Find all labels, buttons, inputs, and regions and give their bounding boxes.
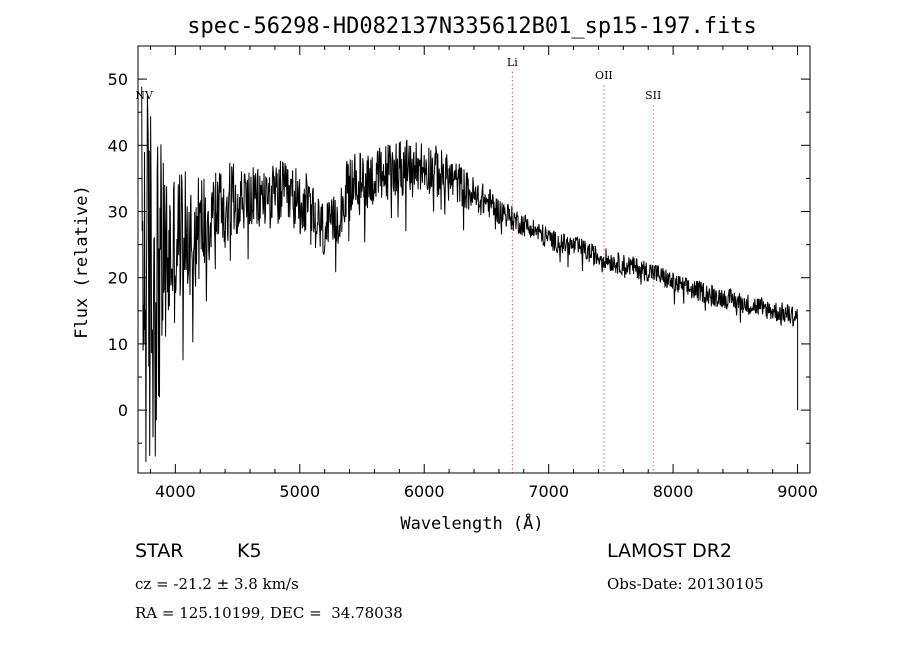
spectral-line-label: NV: [135, 89, 154, 102]
velocity-readout: cz = -21.2 ± 3.8 km/s: [135, 575, 299, 593]
x-tick-label: 4000: [155, 482, 196, 501]
y-tick-label: 40: [108, 136, 128, 155]
x-axis-label: Wavelength (Å): [400, 512, 543, 534]
chart-title: spec-56298-HD082137N335612B01_sp15-197.f…: [187, 14, 757, 39]
subclass: K5: [237, 540, 262, 562]
obs-date: Obs-Date: 20130105: [607, 575, 764, 593]
x-tick-label: 8000: [653, 482, 694, 501]
survey-name: LAMOST DR2: [607, 540, 732, 562]
x-tick-label: 5000: [279, 482, 320, 501]
x-tick-label: 6000: [404, 482, 445, 501]
spectrum-series: [141, 86, 799, 462]
axis-ticks: 4000 5000 6000 7000 8000 9000 0 10 20 30 40 50: [108, 45, 818, 501]
y-tick-label: 10: [108, 335, 128, 354]
y-tick-label: 50: [108, 70, 128, 89]
x-tick-label: 9000: [777, 482, 818, 501]
spectral-line-label: OII: [595, 69, 613, 82]
spectrum-line: [141, 86, 799, 462]
spectral-line-label: Li: [507, 56, 518, 69]
x-tick-label: 7000: [528, 482, 569, 501]
y-tick-label: 20: [108, 269, 128, 288]
object-type: STAR: [135, 540, 184, 562]
y-tick-label: 30: [108, 203, 128, 222]
spectral-lines: NV Li OII SII: [135, 56, 661, 473]
spectral-line-label: SII: [645, 89, 661, 102]
coordinates: RA = 125.10199, DEC = 34.78038: [135, 604, 403, 622]
plot-frame: [137, 45, 811, 474]
y-axis-label: Flux (relative): [72, 185, 92, 339]
y-tick-label: 0: [118, 401, 128, 420]
